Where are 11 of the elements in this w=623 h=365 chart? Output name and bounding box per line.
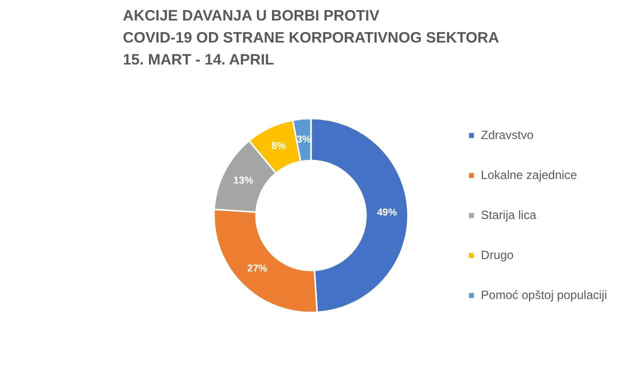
data-label: 27% bbox=[247, 264, 268, 275]
chart-title: AKCIJE DAVANJA U BORBI PROTIV COVID-19 OD STRANE KORPORATIVNOG SEKTORA 15. MART - 14. APRIL bbox=[122, 7, 500, 68]
legend-label: Zdravstvo bbox=[480, 128, 534, 142]
legend-label: Starija lica bbox=[480, 208, 536, 222]
legend-label: Drugo bbox=[480, 248, 514, 262]
legend-label: Lokalne zajednice bbox=[480, 168, 577, 182]
data-label: 13% bbox=[233, 175, 254, 186]
data-label: 3% bbox=[296, 134, 312, 146]
data-label: 8% bbox=[271, 141, 286, 152]
legend-label: Pomoć opštoj populaciji bbox=[480, 288, 607, 302]
data-label: 49% bbox=[376, 208, 398, 219]
